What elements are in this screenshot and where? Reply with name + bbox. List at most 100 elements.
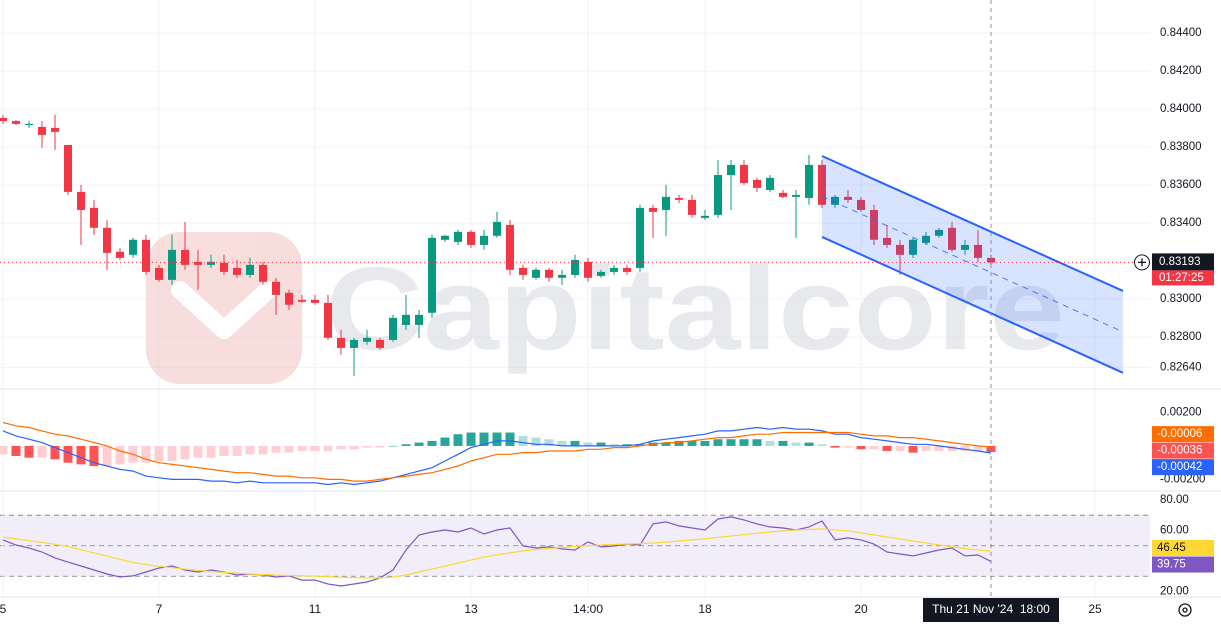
candle-body (349, 339, 358, 348)
candle-body (63, 144, 72, 192)
histogram-bar (817, 444, 827, 446)
candle-body (740, 164, 749, 183)
x-tick-label: 5 (0, 602, 7, 616)
histogram-bar (323, 445, 333, 451)
candle-body (375, 339, 384, 348)
histogram-bar (258, 445, 268, 455)
candle-body (544, 269, 553, 278)
x-tick-label: 13 (464, 602, 478, 616)
y-tick-label: 0.82640 (1160, 362, 1202, 374)
value-label: 39.75 (1157, 559, 1186, 571)
value-label: -0.00006 (1157, 428, 1202, 440)
y-tick-label: 0.83600 (1160, 179, 1202, 191)
histogram-bar (934, 445, 944, 451)
histogram-bar (63, 445, 73, 463)
candle-body (505, 224, 514, 270)
candle-body (844, 196, 853, 200)
value-label: -0.00042 (1157, 461, 1202, 473)
histogram-bar (973, 445, 983, 451)
histogram-bar (414, 442, 424, 446)
histogram-bar (89, 445, 99, 467)
histogram-bar (297, 445, 307, 451)
watermark-text: Capitalcore (325, 243, 1065, 375)
candle-body (128, 239, 137, 255)
y-tick-label: -0.00200 (1160, 473, 1205, 485)
candle-body (896, 244, 905, 255)
crosshair-label-box (923, 598, 1060, 622)
value-label: -0.00036 (1157, 445, 1202, 457)
histogram-bar (466, 432, 476, 446)
histogram-bar (713, 439, 723, 446)
grid-layer (0, 0, 1150, 597)
countdown-box (1152, 270, 1214, 286)
histogram-bar (635, 444, 645, 446)
histogram-bar (167, 445, 177, 462)
histogram-bar (440, 437, 450, 446)
histogram-bar (206, 445, 216, 458)
candle-body (948, 227, 957, 250)
histogram-bar (843, 445, 853, 448)
candle-body (24, 123, 33, 126)
last-price-box (1152, 253, 1214, 271)
candle-body (50, 127, 59, 132)
histogram-bar (570, 440, 580, 446)
histogram-bar (479, 432, 489, 446)
candle-body (336, 337, 345, 348)
x-tick-label: 20 (854, 602, 868, 616)
candle-body (909, 239, 918, 255)
candle-body (870, 209, 879, 240)
candle-body (623, 267, 632, 272)
candle-body (11, 121, 20, 124)
value-label: 46.45 (1157, 542, 1186, 554)
add-button-plus (1138, 258, 1146, 267)
channel-line (821, 155, 1124, 292)
y-tick-label: 0.84400 (1160, 27, 1202, 39)
candle-body (206, 261, 215, 265)
histogram-bar (349, 445, 359, 450)
settings-icon-hub (1182, 607, 1188, 613)
histogram-bar (544, 439, 554, 446)
histogram-bar (557, 440, 567, 446)
histogram-bar (102, 445, 112, 467)
candle-body (154, 267, 163, 280)
histogram-bar (531, 437, 541, 446)
histogram-bar (141, 445, 151, 463)
candle-body (0, 117, 7, 122)
histogram-bar (661, 442, 671, 446)
histogram-bar (115, 445, 125, 465)
histogram-bar (583, 442, 593, 446)
x-tick-label: 18 (698, 602, 712, 616)
y-tick-label: 80.00 (1160, 494, 1189, 506)
candle-body (610, 267, 619, 272)
x-tick-label: 11 (309, 602, 322, 616)
settings-icon[interactable] (1178, 603, 1192, 617)
histogram-bar (37, 445, 47, 458)
channel-line (821, 236, 1124, 374)
candle-body (727, 164, 736, 175)
histogram-bar (310, 445, 320, 451)
candle-body (362, 337, 371, 342)
histogram-bar (895, 445, 905, 451)
value-label-box (1152, 442, 1214, 459)
histogram-bar (50, 445, 60, 460)
candle-body (37, 126, 46, 135)
candle-body (597, 271, 606, 276)
histogram-bar (284, 445, 294, 453)
histogram-bar (921, 445, 931, 451)
y-tick-label: 0.83800 (1160, 141, 1202, 153)
candle-body (779, 192, 788, 197)
histogram-bar (791, 442, 801, 446)
histogram-bar (739, 439, 749, 446)
candle-body (453, 231, 462, 242)
candle-body (818, 164, 827, 205)
histogram-bar (856, 445, 866, 450)
candle-body (662, 196, 671, 210)
value-label-box (1152, 459, 1214, 476)
histogram-bar (11, 445, 21, 456)
candle-body (518, 267, 527, 275)
candle-body (857, 199, 866, 210)
watermark-logo-mark (171, 281, 277, 339)
histogram-bar (232, 445, 242, 456)
candle-body (466, 231, 475, 245)
